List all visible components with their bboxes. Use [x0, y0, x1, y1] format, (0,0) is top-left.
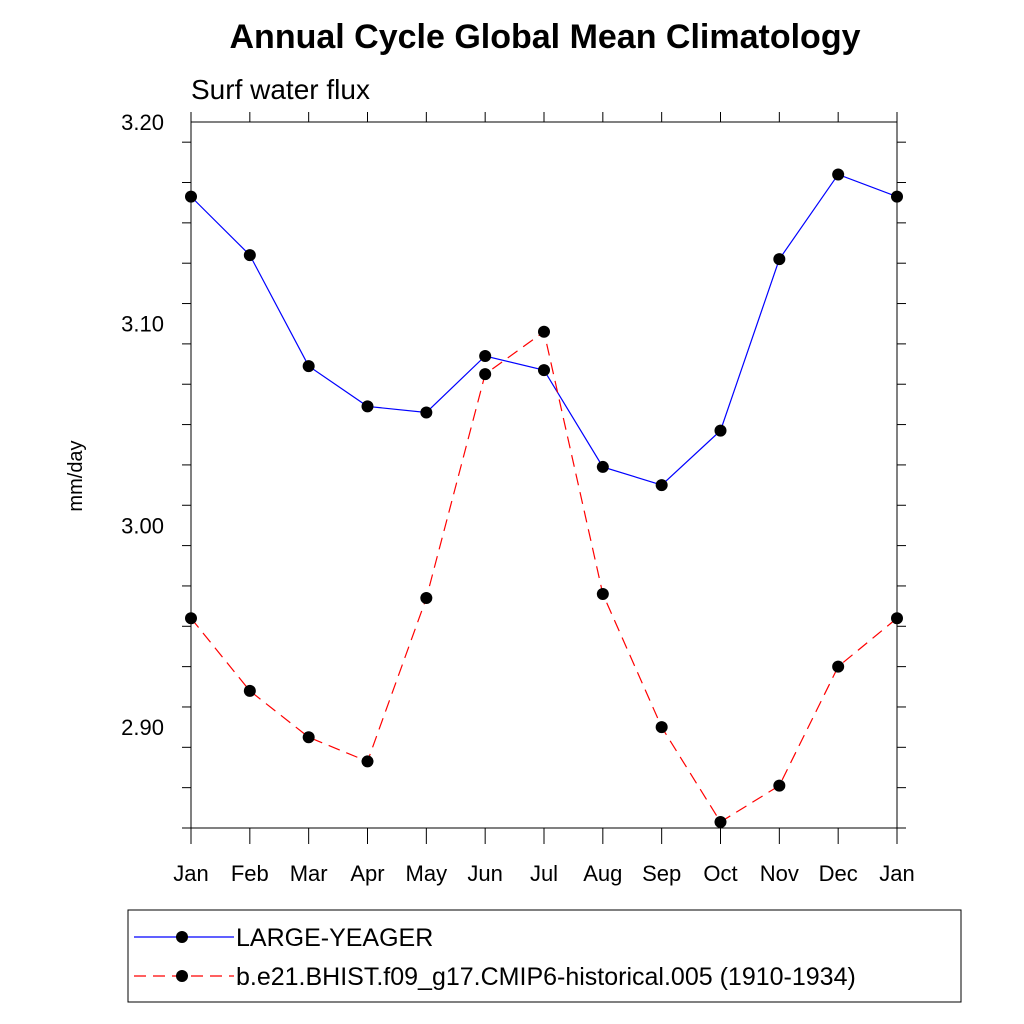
- data-point: [302, 360, 315, 373]
- x-tick-label: Dec: [819, 861, 858, 886]
- x-tick-label: Mar: [290, 861, 328, 886]
- y-tick-label: 2.90: [121, 715, 164, 740]
- data-point: [596, 588, 609, 601]
- data-point: [714, 815, 727, 828]
- y-tick-label: 3.00: [121, 513, 164, 538]
- data-point: [361, 400, 374, 413]
- legend-label-1: LARGE-YEAGER: [236, 924, 433, 952]
- x-tick-label: Jan: [173, 861, 208, 886]
- data-point: [420, 592, 433, 605]
- x-tick-label: May: [406, 861, 448, 886]
- data-point: [420, 406, 433, 419]
- chart-title: Annual Cycle Global Mean Climatology: [230, 18, 861, 56]
- data-point: [832, 660, 845, 673]
- legend-label-2: b.e21.BHIST.f09_g17.CMIP6-historical.005…: [236, 963, 856, 991]
- x-tick-label: Oct: [703, 861, 737, 886]
- data-point: [243, 249, 256, 262]
- series-1: [185, 168, 903, 492]
- data-point: [302, 731, 315, 744]
- data-point: [714, 424, 727, 437]
- data-point: [596, 460, 609, 473]
- x-tick-label: Sep: [642, 861, 681, 886]
- data-point: [538, 325, 550, 338]
- legend-marker-1: [176, 931, 188, 943]
- plot-area: 2.90 3.00 3.10 3.20 Jan Feb Mar Apr May Jun Jul Aug…: [121, 110, 915, 886]
- data-point: [479, 349, 492, 362]
- x-tick-label: Jan: [879, 861, 914, 886]
- data-point: [891, 612, 903, 625]
- data-point: [655, 721, 668, 734]
- y-tick-label: 3.10: [121, 312, 164, 337]
- plot-frame: [190, 121, 898, 829]
- series-layer: [185, 168, 903, 828]
- series-line: [190, 330, 898, 823]
- x-tick-label: Feb: [231, 861, 269, 886]
- x-tick-label: Apr: [350, 861, 384, 886]
- data-point: [773, 779, 786, 792]
- data-point: [773, 253, 786, 266]
- y-tick-label: 3.20: [121, 110, 164, 135]
- data-point: [655, 479, 668, 492]
- data-point: [361, 755, 374, 768]
- legend-box: [127, 909, 962, 1003]
- legend-marker-2: [176, 970, 188, 982]
- data-point: [832, 168, 845, 181]
- series-2: [185, 325, 903, 828]
- x-tick-label: Jul: [530, 861, 558, 886]
- x-tick-label: Jun: [467, 861, 502, 886]
- data-point: [538, 364, 550, 377]
- data-point: [479, 368, 492, 381]
- data-point: [185, 190, 197, 203]
- data-point: [891, 190, 903, 203]
- data-point: [243, 684, 256, 697]
- x-tick-label: Aug: [583, 861, 622, 886]
- data-point: [185, 612, 197, 625]
- y-axis-label: mm/day: [65, 440, 87, 511]
- x-tick-label: Nov: [760, 861, 799, 886]
- legend: LARGE-YEAGER b.e21.BHIST.f09_g17.CMIP6-hi…: [134, 924, 856, 991]
- chart-subtitle: Surf water flux: [191, 74, 370, 105]
